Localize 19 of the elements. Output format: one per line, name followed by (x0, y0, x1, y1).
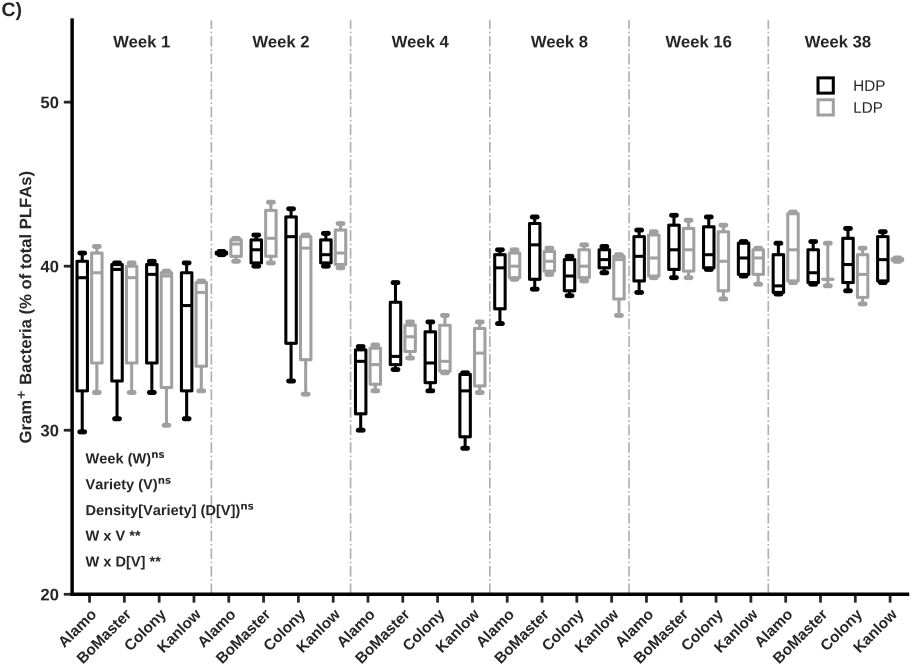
y-tick-label: 20 (40, 588, 58, 600)
legend-label: HDP (854, 80, 885, 91)
annotation: Week 16 (665, 35, 732, 48)
annotation: Week 8 (530, 35, 588, 48)
annotation: Week 4 (392, 35, 449, 48)
y-tick-label: 40 (40, 260, 58, 272)
annotation: Week 2 (252, 35, 309, 48)
annotation: Week (W)$^{ns}$ (86, 452, 164, 466)
annotation: Density[Variety] (D[V])$^{ns}$ (86, 504, 254, 518)
annotation: Variety (V)$^{ns}$ (86, 478, 171, 492)
y-tick-label: 30 (40, 424, 58, 436)
annotation: Week 1 (113, 35, 170, 48)
y-axis-title: Gram$^{+}$ Bacteria (% of total PLFAs) (18, 172, 35, 443)
y-tick-label: 50 (40, 96, 58, 108)
legend-label: LDP (854, 102, 882, 113)
annotation: W x D[V] ** (86, 556, 161, 570)
annotation: W x V ** (86, 530, 141, 541)
text: C) (2, 2, 22, 20)
annotation: Week 38 (804, 35, 871, 48)
